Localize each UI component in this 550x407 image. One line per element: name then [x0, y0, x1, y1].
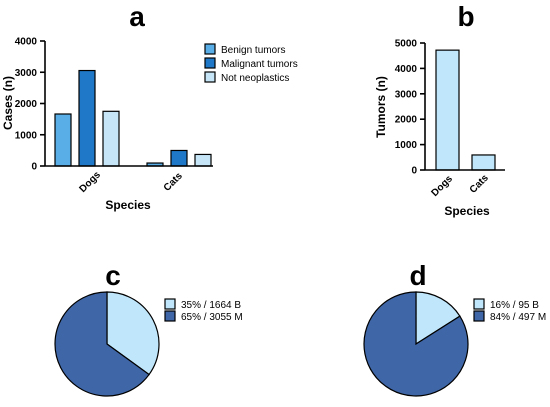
- legend-swatch-malignant: [204, 57, 216, 69]
- bar-b-cats: [471, 154, 496, 171]
- legend-label-malignant: Malignant tumors: [221, 59, 298, 70]
- legend-label-benign: Benign tumors: [221, 45, 285, 56]
- panel-b: b 0 1000 2000 3000 4000 5000 Dogs Cats Specie…: [374, 1, 505, 218]
- panel-a-legend: Benign tumors Malignant tumors Not neopl…: [204, 43, 298, 84]
- bar-a-not-neoplastic-dogs: [102, 110, 120, 167]
- panel-b-xtick-dogs: Dogs: [430, 173, 456, 199]
- legend-swatch-d-light: [473, 298, 485, 310]
- panel-c-legend: 35% / 1664 B 65% / 3055 M: [164, 298, 243, 323]
- panel-a-ylabel: Cases (n): [1, 76, 15, 130]
- legend-label-c-light: 35% / 1664 B: [181, 300, 241, 311]
- legend-label-d-dark: 84% / 497 M: [490, 312, 546, 323]
- panel-b-ytick-label: 4000: [395, 64, 418, 75]
- panel-b-ylabel: Tumors (n): [374, 76, 388, 138]
- legend-label-c-dark: 65% / 3055 M: [181, 312, 243, 323]
- panel-c: c 35% / 1664 B 65% / 3055 M: [54, 260, 243, 397]
- pie-c-slice-light: [106, 291, 160, 376]
- bar-a-benign-dogs: [54, 113, 72, 167]
- panel-b-ytick-label: 1000: [395, 140, 418, 151]
- panel-a-letter: a: [129, 1, 145, 32]
- panel-d-letter: d: [409, 260, 426, 291]
- legend-swatch-c-dark: [164, 310, 176, 322]
- panel-a-ytick-label: 2000: [15, 99, 38, 110]
- panel-b-xtick-cats: Cats: [468, 172, 491, 195]
- panel-a: a 0 1000 2000 3000 4000 Dogs Cats Species Ca…: [1, 1, 298, 212]
- bar-a-malignant-cats: [170, 149, 188, 167]
- panel-a-ytick-label: 1000: [15, 130, 38, 141]
- panel-a-xtick-cats: Cats: [162, 170, 185, 193]
- bar-b-dogs: [435, 49, 460, 171]
- panel-c-letter: c: [105, 260, 121, 291]
- panel-b-ytick-label: 2000: [395, 115, 418, 126]
- panel-b-letter: b: [457, 1, 474, 32]
- bar-a-malignant-dogs: [78, 69, 96, 167]
- panel-a-xlabel: Species: [105, 198, 151, 212]
- panel-a-ytick-label: 0: [31, 162, 37, 173]
- legend-label-d-light: 16% / 95 B: [490, 300, 539, 311]
- pie-d-slice-light: [415, 291, 461, 346]
- panel-b-ytick-label: 0: [411, 166, 417, 177]
- legend-swatch-not-neoplastic: [204, 71, 216, 83]
- panel-b-ytick-label: 5000: [395, 39, 418, 50]
- panel-a-ytick-label: 3000: [15, 68, 38, 79]
- legend-swatch-c-light: [164, 298, 176, 310]
- panel-a-xtick-dogs: Dogs: [78, 169, 104, 195]
- bar-a-not-neoplastic-cats: [194, 153, 212, 167]
- pie-d-slice-dark: [363, 291, 469, 397]
- legend-swatch-benign: [204, 43, 216, 55]
- pie-c-slice-dark: [54, 291, 150, 397]
- panel-b-xlabel: Species: [444, 204, 490, 218]
- panel-b-ytick-label: 3000: [395, 89, 418, 100]
- legend-label-not-neoplastic: Not neoplastics: [221, 73, 289, 84]
- panel-d-legend: 16% / 95 B 84% / 497 M: [473, 298, 546, 323]
- legend-swatch-d-dark: [473, 310, 485, 322]
- panel-a-ytick-label: 4000: [15, 37, 38, 48]
- panel-d: d 16% / 95 B 84% / 497 M: [363, 260, 546, 397]
